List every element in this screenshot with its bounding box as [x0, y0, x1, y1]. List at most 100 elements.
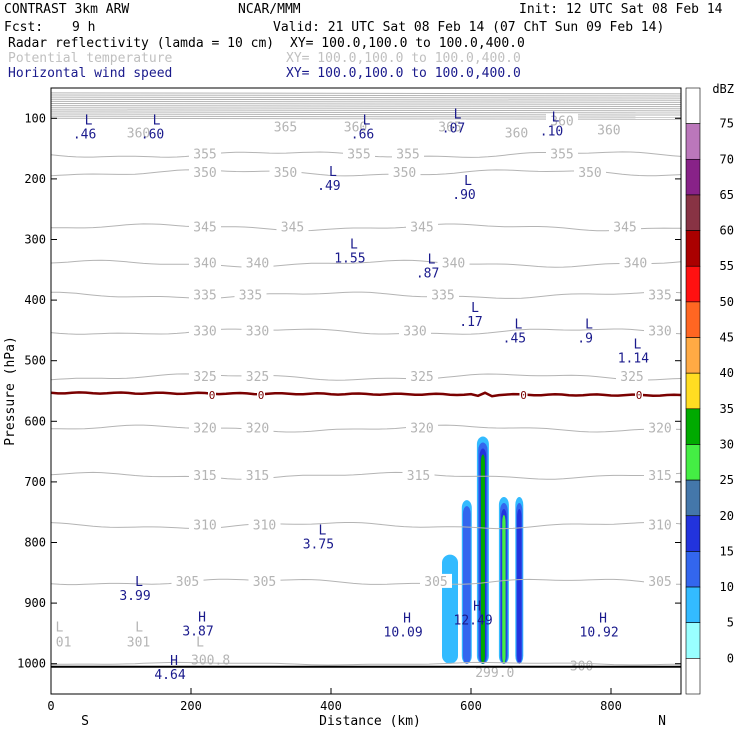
colorbar-label: 75: [720, 117, 734, 131]
y-tick-label: 500: [24, 354, 46, 368]
wind-extremum-value: .45: [503, 332, 526, 347]
theta-label: 330: [246, 325, 269, 340]
theta-label-bg: [644, 323, 676, 338]
field2-xy: XY= 100.0,100.0 to 100.0,400.0: [286, 51, 521, 66]
theta-label-bg: [644, 517, 676, 532]
theta-label: 335: [239, 288, 262, 303]
theta-label: 315: [648, 469, 671, 484]
theta-label-bg: [248, 573, 281, 588]
theta-label-bg: [616, 369, 648, 384]
theta-contour-335: [51, 291, 681, 299]
theta-label-bg: [437, 255, 470, 270]
theta-label-bg: [609, 219, 641, 234]
colorbar-label: 55: [720, 259, 734, 273]
theta-upper-label: 360: [597, 123, 620, 138]
wind-extremum-value: .17: [459, 315, 482, 330]
wind-extremum-value: .49: [317, 179, 340, 194]
freezing-line: [51, 391, 681, 398]
theta-label: 305: [253, 575, 276, 590]
wind-extremum-value: .60: [141, 127, 164, 142]
reflectivity-cell-3-band-3: [502, 515, 506, 664]
colorbar-label: 15: [720, 544, 734, 558]
wind-extremum-H: H: [198, 610, 206, 625]
wind-extremum-L: L: [363, 113, 371, 128]
wind-extremum-H: H: [403, 611, 411, 626]
wind-extremum-L: L: [514, 318, 522, 333]
y-tick-label: 600: [24, 414, 46, 428]
wind-extremum-H: H: [473, 599, 481, 614]
theta-label-bg: [189, 146, 221, 161]
colorbar-swatch: [685, 408, 701, 445]
theta-upper-contour: [51, 111, 681, 114]
theta-label: 305: [176, 575, 199, 590]
wind-extremum-L: L: [585, 318, 593, 333]
theta-label-bg: [406, 420, 438, 435]
reflectivity-cell-4-band-2: [517, 509, 522, 664]
wind-extremum-L: L: [552, 110, 560, 125]
theta-upper-contour: [51, 92, 681, 95]
model-title: CONTRAST 3km ARW: [4, 2, 130, 17]
wind-extremum-value: 3.99: [119, 589, 150, 604]
wind-extremum-value: 1.14: [618, 352, 649, 367]
theta-label-bg: [189, 255, 221, 270]
colorbar-label: 5: [727, 616, 734, 630]
theta-label: 320: [410, 422, 433, 437]
theta-label: 335: [431, 288, 454, 303]
y-tick-label: 400: [24, 293, 46, 307]
theta-upper-label-bg: [339, 119, 372, 134]
theta-label: 340: [624, 257, 647, 272]
wind-extremum-value: 3.75: [303, 538, 334, 553]
theta-label: 305: [648, 575, 671, 590]
theta-upper-label: 360: [550, 114, 573, 129]
colorbar-swatch: [685, 301, 701, 338]
wind-extremum-value: 3.87: [182, 624, 213, 639]
theta-surface-label: 01: [56, 635, 72, 650]
x-tick-label: 0: [47, 699, 54, 713]
colorbar: 0 5 10 15 20 25 30 35 40 45 50 55 60 65 70 75 dBZ: [685, 82, 734, 695]
theta-label-bg: [189, 219, 221, 234]
theta-upper-label: 360: [127, 126, 150, 141]
x-axis-label: Distance (km): [319, 714, 421, 729]
x-tick-label: 200: [180, 699, 202, 713]
field3-xy: XY= 100.0,100.0 to 100.0,400.0: [286, 66, 521, 81]
colorbar-label: 45: [720, 331, 734, 345]
theta-label-bg: [269, 164, 302, 179]
colorbar-label: 40: [720, 366, 734, 380]
freezing-label: 0: [258, 389, 265, 402]
colorbar-label: 50: [720, 295, 734, 309]
theta-label-bg: [276, 219, 309, 234]
plot-frame: [50, 87, 682, 695]
theta-upper-contour: [51, 109, 681, 112]
theta-upper-contour: [51, 98, 681, 101]
wind-extremum-value: .66: [351, 127, 374, 142]
theta-upper-contour: [51, 100, 681, 103]
theta-label: 355: [193, 148, 216, 163]
freezing-label-bg: [208, 388, 216, 401]
y-tick-label: 200: [24, 172, 46, 186]
theta-label-bg: [619, 255, 652, 270]
theta-label: 350: [578, 166, 601, 181]
theta-label-bg: [241, 255, 274, 270]
axes: 100 200 300 400 500 600 700 800 900 1000 0 200 400 60…: [3, 111, 681, 729]
colorbar-unit: dBZ: [712, 82, 734, 96]
theta-label: 325: [620, 370, 643, 385]
wind-extremum-L: L: [454, 107, 462, 122]
field1-name: Radar reflectivity (lamda = 10 cm): [8, 36, 275, 51]
theta-upper-label-bg: [434, 119, 466, 134]
colorbar-swatch: [685, 230, 701, 267]
theta-upper-contour: [51, 96, 681, 99]
y-tick-label: 700: [24, 475, 46, 489]
freezing-label-bg: [257, 388, 265, 401]
reflectivity-cells: [442, 436, 524, 664]
wind-extremum-H: H: [599, 611, 607, 626]
wind-extremum-L: L: [85, 113, 93, 128]
theta-label-bg: [388, 164, 421, 179]
theta-upper-label: 365: [438, 120, 461, 135]
theta-label: 330: [403, 325, 426, 340]
theta-label: 310: [193, 519, 216, 534]
theta-label-bg: [189, 164, 221, 179]
theta-label: 310: [253, 519, 276, 534]
theta-label-bg: [248, 517, 281, 532]
theta-contours: 355 355 355 355 350 350 350 350 345 345 345 345 340 3…: [51, 92, 681, 681]
